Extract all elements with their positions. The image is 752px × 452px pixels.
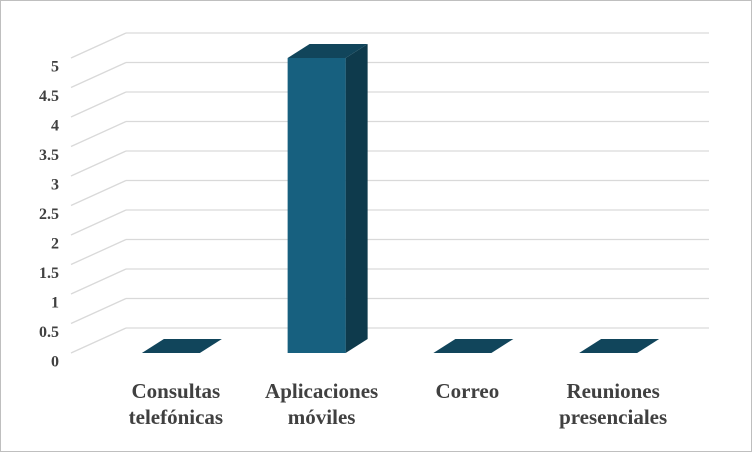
y-tick-label: 2.5 — [39, 206, 59, 223]
y-tick-label: 3 — [51, 177, 59, 194]
grid-line-side — [70, 327, 127, 354]
bar-top — [287, 44, 368, 58]
grid-line-side — [70, 61, 127, 89]
y-tick-label: 2 — [51, 236, 59, 253]
y-tick-label: 1 — [51, 295, 59, 312]
bar-side — [345, 44, 368, 353]
grid-line-side — [70, 120, 127, 148]
x-tick-label: Reuniones presenciales — [559, 379, 668, 429]
grid-line-side — [70, 32, 127, 59]
x-tick-label: Correo — [435, 379, 500, 403]
grid-line-side — [70, 268, 127, 295]
bar — [287, 58, 346, 353]
grid-line-side — [70, 209, 127, 236]
grid-line-side — [70, 150, 127, 177]
bar-top — [579, 339, 660, 353]
bar-top — [433, 339, 514, 353]
x-tick-label: Aplicaciones móviles — [265, 379, 379, 429]
x-tick-label: Consultas telefónicas — [128, 379, 224, 429]
grid-line-side — [70, 297, 127, 325]
y-tick-label: 3.5 — [39, 147, 59, 164]
grid-line-side — [70, 238, 127, 266]
bar-top — [141, 339, 222, 353]
y-tick-label: 5 — [51, 59, 59, 76]
y-tick-label: 4.5 — [39, 88, 59, 105]
y-tick-label: 4 — [51, 118, 59, 135]
y-tick-label: 1.5 — [39, 265, 59, 282]
grid-line-side — [70, 179, 127, 207]
y-tick-label: 0.5 — [39, 324, 59, 341]
grid-line-side — [70, 91, 127, 118]
y-tick-label: 0 — [51, 354, 59, 371]
